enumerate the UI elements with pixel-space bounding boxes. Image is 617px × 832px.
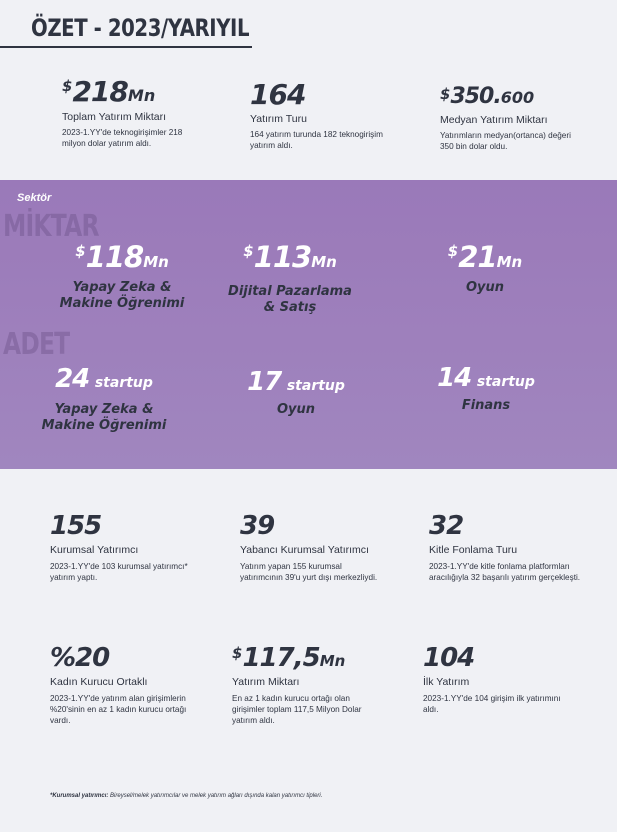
stat-value: 32 — [429, 511, 464, 541]
stat-label: İlk Yatırım — [423, 676, 470, 688]
amount-watermark: MİKTAR — [3, 209, 99, 244]
sector-count-value: 14 startup — [437, 363, 535, 393]
sector-category-label: Dijital Pazarlama & Satış — [228, 284, 352, 316]
sector-count-ai: 24 startup Yapay Zeka & Makine Öğrenimi — [14, 366, 194, 435]
sector-category-label: Oyun — [276, 402, 316, 417]
page-title: ÖZET - 2023/YARIYIL — [31, 14, 250, 42]
count-watermark: ADET — [3, 327, 70, 362]
footnote-term: *Kurumsal yatırımcı: — [50, 793, 109, 799]
sector-category-label: Yapay Zeka & Makine Öğrenimi — [41, 402, 167, 434]
stat-label: Medyan Yatırım Miktarı — [440, 114, 548, 126]
stat-value: $350.600 — [440, 84, 535, 109]
stat-label: Yatırım Miktarı — [232, 676, 300, 688]
stat-description: 2023-1.YY'de 104 girişim ilk yatırımını a… — [423, 694, 561, 715]
stat-description: 2023-1.YY'de yatırım alan girişimlerin %2… — [50, 694, 187, 726]
stat-description: Yatırımların medyan(ortanca) değeri 350 b… — [440, 131, 571, 152]
sector-amount-ai: $118Mn Yapay Zeka & Makine Öğrenimi — [32, 243, 212, 313]
stat-female-founder-amount: $117,5Mn Yatırım Miktarı En az 1 kadın k… — [232, 645, 362, 726]
stat-investment-rounds: 164 Yatırım Turu 164 yatırım turunda 182… — [250, 81, 383, 151]
sector-amount-value: $113Mn — [243, 240, 337, 274]
stat-label: Yabancı Kurumsal Yatırımcı — [240, 544, 369, 556]
stat-label: Kadın Kurucu Ortaklı — [50, 676, 148, 688]
sector-count-value: 17 startup — [247, 367, 345, 397]
stat-female-founder: %20 Kadın Kurucu Ortaklı 2023-1.YY'de ya… — [50, 645, 186, 726]
title-underline — [0, 46, 252, 48]
stat-total-investment: $218Mn Toplam Yatırım Miktarı 2023-1.YY'… — [62, 78, 182, 149]
stat-description: En az 1 kadın kurucu ortağı olan girişiml… — [232, 694, 362, 726]
sector-count-value: 24 startup — [55, 364, 153, 394]
stat-value: %20 — [50, 643, 110, 673]
sector-count-finance: 14 startup Finans — [396, 365, 576, 414]
stat-description: 2023-1.YY'de 103 kurumsal yatırımcı* yatı… — [50, 562, 188, 583]
sector-heading: Sektör — [17, 192, 52, 204]
stat-description: 2023-1.YY'de kitle fonlama platformları a… — [429, 562, 581, 583]
sector-amount-value: $118Mn — [75, 240, 169, 274]
sector-category-label: Oyun — [465, 280, 505, 295]
stat-value: $218Mn — [62, 75, 156, 108]
sector-count-game: 17 startup Oyun — [206, 369, 386, 418]
stat-median-investment: $350.600 Medyan Yatırım Miktarı Yatırıml… — [440, 86, 571, 152]
footnote: *Kurumsal yatırımcı: Bireysel/melek yatı… — [50, 793, 322, 799]
sector-band — [0, 180, 617, 469]
stat-value: 164 — [250, 78, 306, 111]
footnote-text: Bireysel/melek yatırımcılar ve melek yat… — [108, 793, 323, 799]
stat-value: 104 — [423, 643, 475, 673]
stat-label: Toplam Yatırım Miktarı — [62, 111, 167, 123]
stat-label: Kitle Fonlama Turu — [429, 544, 518, 556]
sector-amount-digital-marketing: $113Mn Dijital Pazarlama & Satış — [200, 243, 380, 317]
stat-description: 2023-1.YY'de teknogirişimler 218 milyon d… — [62, 128, 183, 149]
stat-description: Yatırım yapan 155 kurumsal yatırımcının 3… — [240, 562, 378, 583]
sector-amount-game: $21Mn Oyun — [395, 243, 575, 296]
stat-label: Yatırım Turu — [250, 113, 307, 125]
stat-foreign-investors: 39 Yabancı Kurumsal Yatırımcı Yatırım ya… — [240, 513, 377, 583]
stat-value: $117,5Mn — [232, 643, 346, 673]
stat-label: Kurumsal Yatırımcı — [50, 544, 139, 556]
sector-amount-value: $21Mn — [447, 240, 523, 274]
sector-category-label: Yapay Zeka & Makine Öğrenimi — [59, 280, 185, 312]
stat-value: 155 — [50, 511, 102, 541]
stat-crowdfunding: 32 Kitle Fonlama Turu 2023-1.YY'de kitle… — [429, 513, 580, 583]
stat-value: 39 — [240, 511, 275, 541]
stat-corporate-investors: 155 Kurumsal Yatırımcı 2023-1.YY'de 103 … — [50, 513, 188, 583]
sector-category-label: Finans — [461, 398, 511, 413]
stat-first-investment: 104 İlk Yatırım 2023-1.YY'de 104 girişim… — [423, 645, 561, 715]
stat-description: 164 yatırım turunda 182 teknogirişim yatı… — [250, 130, 383, 151]
